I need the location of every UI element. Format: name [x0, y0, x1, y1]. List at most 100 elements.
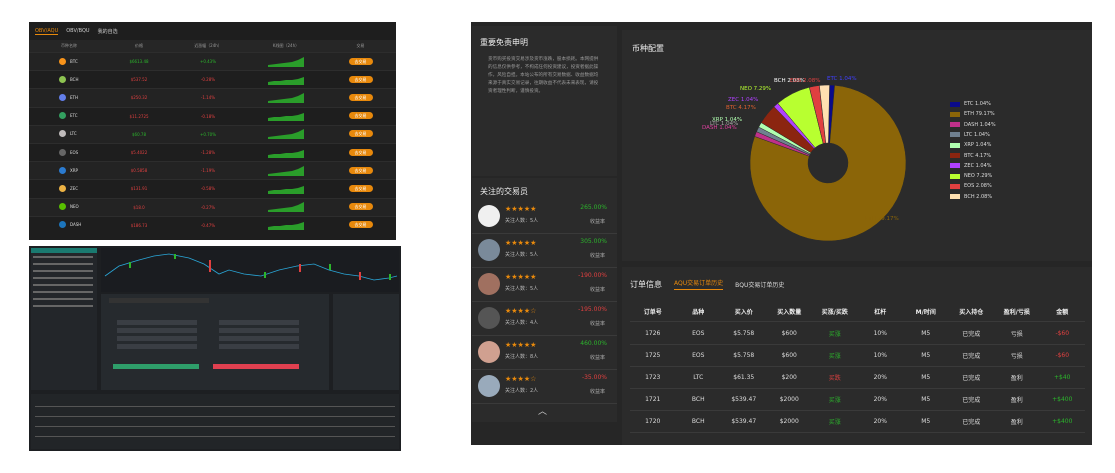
trade-cell: 去交易	[325, 112, 396, 120]
order-cell: M5	[921, 374, 931, 381]
coin-name: ETH	[70, 94, 78, 100]
market-tab[interactable]: OBV/BQU	[66, 28, 90, 34]
order-row[interactable]: 1720 BCH $539.47 $2000 买涨 20% M5 已完成 盈利 +$400	[630, 411, 1085, 433]
market-row[interactable]: BTC $6613.48 +0.43% 去交易	[29, 52, 396, 71]
legend-item[interactable]: BTC 4.17%	[950, 153, 991, 159]
legend-swatch	[950, 111, 960, 117]
legend-item[interactable]: ETH 79.17%	[950, 111, 995, 117]
legend-item[interactable]: EOS 2.08%	[950, 183, 992, 189]
change-cell: -0.58%	[200, 186, 216, 192]
pie-slice-bch[interactable]	[819, 84, 830, 144]
market-row[interactable]: ETC $11.2725 -0.18% 去交易	[29, 106, 396, 125]
market-row[interactable]: ETH $250.32 -1.14% 去交易	[29, 88, 396, 107]
order-cell: M5	[921, 330, 931, 337]
trade-button[interactable]: 去交易	[348, 75, 373, 83]
trade-button[interactable]: 去交易	[348, 148, 373, 156]
legend-item[interactable]: XRP 1.04%	[950, 142, 991, 148]
order-cell: M5	[921, 352, 931, 359]
coin-logo-icon	[59, 203, 66, 211]
order-cell: 买涨	[828, 331, 841, 338]
trade-button[interactable]: 去交易	[348, 166, 373, 174]
profit-rate-label: 收益率	[589, 253, 605, 259]
market-row[interactable]: LTC $60.78 +0.70% 去交易	[29, 124, 396, 143]
trader-item[interactable]: ★★★★☆ 关注人数：2人 -35.00% 收益率	[472, 370, 617, 404]
trader-avatar	[478, 307, 500, 329]
trade-button[interactable]: 去交易	[348, 130, 373, 138]
market-tab[interactable]: 我的自选	[97, 28, 118, 35]
trade-button[interactable]: 去交易	[348, 112, 373, 120]
legend-item[interactable]: ZEC 1.04%	[950, 163, 992, 169]
price-cell: $131.91	[130, 186, 148, 192]
sparkline-cell	[247, 75, 325, 85]
profit-rate-label: 收益率	[589, 287, 605, 293]
order-cell: 已完成	[962, 353, 981, 360]
order-cell: BCH	[691, 396, 705, 403]
pie-callout-label: EOS 2.08%	[790, 78, 821, 84]
trade-button[interactable]: 去交易	[348, 184, 373, 192]
trade-button[interactable]: 去交易	[348, 93, 373, 101]
sparkline-cell	[247, 129, 325, 140]
legend-label: DASH 1.04%	[964, 121, 996, 128]
order-row[interactable]: 1723 LTC $61.35 $200 买跌 20% M5 已完成 盈利 +$40	[630, 367, 1085, 389]
tab-bqu-history[interactable]: BQU交易订单历史	[735, 281, 785, 289]
legend-swatch	[950, 101, 960, 107]
order-header-cell: 买涨/买跌	[821, 309, 848, 316]
price-cell: $6613.48	[129, 59, 149, 65]
followed-traders-panel: 关注的交易员 ★★★★★ 关注人数：5人 265.00% 收益率 ★★★★★ 关注人数：5…	[472, 178, 617, 422]
legend-item[interactable]: LTC 1.04%	[950, 132, 990, 138]
change-cell: -0.18%	[200, 113, 216, 119]
trade-button[interactable]: 去交易	[348, 221, 373, 229]
legend-item[interactable]: DASH 1.04%	[950, 122, 996, 128]
change-cell: -0.27%	[200, 204, 216, 210]
sparkline-cell	[247, 202, 325, 213]
order-row[interactable]: 1721 BCH $539.47 $2000 买涨 20% M5 已完成 盈利 +$400	[630, 389, 1085, 411]
price-cell: $60.78	[132, 131, 146, 137]
rating-stars-icon: ★★★★★	[505, 205, 537, 213]
follower-count: 关注人数：5人	[505, 252, 539, 258]
order-header-cell: 买入持仓	[959, 309, 984, 316]
trader-item[interactable]: ★★★★★ 关注人数：5人 265.00% 收益率	[472, 200, 617, 234]
market-table-body: BTC $6613.48 +0.43% 去交易 BCH $537.52 -0.28% 去交易 E…	[29, 52, 396, 234]
rating-stars-icon: ★★★★☆	[505, 375, 537, 383]
market-row[interactable]: DASH $186.73 -0.47% 去交易	[29, 215, 396, 234]
order-row[interactable]: 1725 EOS $5.758 $600 买涨 10% M5 已完成 亏损 -$60	[630, 345, 1085, 367]
trader-item[interactable]: ★★★★☆ 关注人数：4人 -195.00% 收益率	[472, 302, 617, 336]
pie-callout-label: XRP 1.04%	[712, 117, 742, 123]
legend-swatch	[950, 142, 960, 148]
order-cell: 10%	[873, 352, 887, 359]
collapse-chevron-icon[interactable]: ︿	[538, 407, 548, 417]
trade-button[interactable]: 去交易	[348, 57, 373, 65]
market-row[interactable]: XRP $0.5858 -1.19% 去交易	[29, 161, 396, 180]
market-row[interactable]: EOS $5.4022 -1.28% 去交易	[29, 142, 396, 161]
market-tab[interactable]: OBV/AQU	[35, 27, 59, 35]
market-row[interactable]: ZEC $131.91 -0.58% 去交易	[29, 179, 396, 197]
disclaimer-panel: 重要免责申明 货币购买投资交易涉及货币涨跌，股本损耗。本网提供的信息仅供参考，不…	[472, 26, 617, 176]
legend-item[interactable]: ETC 1.04%	[950, 101, 991, 107]
order-table-header: 订单号 品种 买入价 买入数量 买涨/买跌 杠杆 M/时间 买入持仓 盈利/亏损 金额	[630, 302, 1085, 322]
trader-item[interactable]: ★★★★★ 关注人数：5人 -190.00% 收益率	[472, 268, 617, 302]
order-cell: 已完成	[962, 331, 981, 338]
trader-item[interactable]: ★★★★★ 关注人数：8人 460.00% 收益率	[472, 336, 617, 370]
change-cell: -1.19%	[200, 168, 216, 174]
coin-logo-icon	[59, 93, 66, 101]
legend-swatch	[950, 183, 960, 189]
pie-slice-eth[interactable]	[749, 85, 907, 242]
tab-aqu-history[interactable]: AQU交易订单历史	[674, 278, 724, 290]
legend-swatch	[950, 163, 960, 169]
trader-item[interactable]: ★★★★★ 关注人数：5人 305.00% 收益率	[472, 234, 617, 268]
legend-item[interactable]: NEO 7.29%	[950, 173, 992, 179]
market-row[interactable]: BCH $537.52 -0.28% 去交易	[29, 70, 396, 88]
order-cell: EOS	[692, 330, 705, 337]
order-cell: 1720	[645, 418, 661, 425]
price-cell: $5.4022	[130, 150, 148, 156]
rating-stars-icon: ★★★★☆	[505, 307, 537, 315]
order-cell: 亏损	[1010, 331, 1023, 338]
order-cell: 已完成	[962, 397, 981, 404]
pie-callout-label: DASH 1.04%	[702, 125, 737, 131]
order-row[interactable]: 1726 EOS $5.758 $600 买涨 10% M5 已完成 亏损 -$60	[630, 323, 1085, 345]
market-header-cell: K线图（24h）	[272, 43, 300, 48]
pie-title: 币种配置	[632, 44, 664, 53]
legend-item[interactable]: BCH 2.08%	[950, 194, 992, 200]
trade-button[interactable]: 去交易	[348, 203, 373, 211]
market-row[interactable]: NEO $18.0 -0.27% 去交易	[29, 197, 396, 216]
